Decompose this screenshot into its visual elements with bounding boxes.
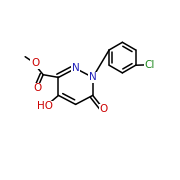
Text: N: N	[72, 63, 80, 73]
Text: O: O	[31, 58, 39, 68]
Text: N: N	[89, 72, 97, 82]
Text: Cl: Cl	[145, 60, 155, 70]
Text: O: O	[100, 104, 108, 114]
Text: HO: HO	[37, 101, 53, 111]
Text: O: O	[34, 83, 42, 93]
